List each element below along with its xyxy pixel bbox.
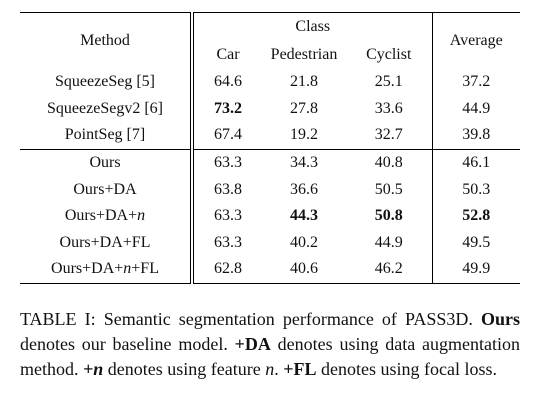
value-cell: 40.6	[262, 256, 346, 284]
value-cell: 19.2	[290, 126, 318, 144]
caption-text: denotes using feature	[103, 359, 266, 379]
caption-bold: +FL	[283, 359, 317, 379]
header-class: Class	[192, 12, 432, 40]
table-row: Ours+DA+n+FL 62.8 40.6 46.2 49.9	[20, 256, 520, 284]
value-cell: 40.2	[290, 233, 318, 251]
caption-text: denotes our baseline model.	[20, 334, 235, 354]
method-text: SqueezeSegv2 [6]	[47, 99, 163, 117]
method-cell: SqueezeSegv2 [6]	[20, 95, 194, 123]
caption-bold: +n	[83, 359, 104, 379]
table-row: PointSeg [7] 67.4 19.2 32.7 39.8	[20, 122, 520, 150]
method-cell: Ours+DA+FL	[20, 229, 194, 257]
caption-bold: +DA	[234, 334, 271, 354]
value-cell: 36.6	[290, 180, 318, 198]
value-cell: 44.3	[290, 207, 318, 225]
header-column: Pedestrian	[270, 45, 338, 63]
method-text: Ours+DA+	[64, 207, 138, 225]
value-cell: 50.5	[374, 180, 403, 198]
table-row: Ours+DA+FL 63.3 40.2 44.9 49.5	[20, 229, 520, 257]
table-row: Ours 63.3 34.3 40.8 46.1	[20, 148, 520, 177]
method-text: Ours	[89, 154, 121, 172]
value-cell: 63.3	[214, 207, 242, 225]
value-cell: 33.6	[374, 99, 403, 117]
value-cell: 39.8	[431, 122, 520, 150]
value-cell: 52.8	[431, 202, 520, 230]
value-cell: 62.8	[192, 256, 262, 284]
caption-bold: Ours	[480, 309, 520, 329]
caption-text: denotes using focal loss.	[316, 359, 497, 379]
header-method: Method	[20, 12, 194, 69]
header-column: Car	[216, 45, 240, 63]
method-text: Ours+DA	[73, 180, 137, 198]
method-cell: Ours+DA+n	[20, 202, 194, 230]
table-row: Ours+DA+n 63.3 44.3 50.8 52.8	[20, 202, 520, 230]
value-cell: 44.9	[374, 233, 403, 251]
method-text: PointSeg [7]	[64, 126, 146, 144]
value-cell: 44.9	[431, 95, 520, 123]
method-cell: Ours+DA+n+FL	[20, 256, 194, 284]
method-cell: SqueezeSeg [5]	[20, 69, 194, 96]
value-cell: 40.8	[346, 148, 432, 177]
value-cell: 73.2	[214, 99, 242, 117]
value-cell: 49.5	[431, 229, 520, 257]
value-cell: 46.1	[431, 148, 520, 177]
caption: TABLE I: Semantic segmentation performan…	[20, 307, 520, 382]
value-cell: 32.7	[374, 126, 403, 144]
caption-text: TABLE I: Semantic segmentation performan…	[20, 309, 481, 329]
results-table: Method Class Average Car Pedestrian Cycl…	[20, 12, 520, 284]
value-cell: 63.8	[214, 180, 242, 198]
table-row: SqueezeSegv2 [6] 73.2 27.8 33.6 44.9	[20, 95, 520, 123]
value-cell: 63.3	[214, 233, 242, 251]
method-text: +FL	[131, 260, 159, 278]
value-cell: 37.2	[431, 69, 520, 96]
value-cell: 34.3	[262, 148, 346, 177]
method-text: n	[137, 207, 146, 225]
method-text: SqueezeSeg [5]	[55, 73, 155, 91]
value-cell: 63.3	[192, 148, 262, 177]
value-cell: 64.6	[214, 73, 242, 91]
value-cell: 21.8	[290, 73, 318, 91]
value-cell: 67.4	[214, 126, 242, 144]
header-column: Cyclist	[366, 45, 412, 63]
method-text: Ours+DA+FL	[59, 233, 151, 251]
value-cell: 46.2	[346, 256, 432, 284]
value-cell: 27.8	[290, 99, 318, 117]
method-text: n	[123, 260, 132, 278]
caption-text: denotes using data augmentation method.	[20, 334, 520, 379]
caption-italic: n	[265, 359, 275, 379]
value-cell: 50.8	[374, 207, 403, 225]
header-average: Average	[431, 12, 520, 69]
caption-text: .	[274, 359, 284, 379]
table-row: SqueezeSeg [5] 64.6 21.8 25.1 37.2	[20, 69, 520, 96]
method-text: Ours+DA+	[51, 260, 124, 278]
value-cell: 49.9	[431, 256, 520, 284]
value-cell: 50.3	[431, 176, 520, 203]
value-cell: 25.1	[374, 73, 403, 91]
table-row: Ours+DA 63.8 36.6 50.5 50.3	[20, 176, 520, 203]
method-cell: Ours+DA	[20, 176, 194, 203]
method-cell: PointSeg [7]	[20, 122, 194, 150]
method-cell: Ours	[20, 148, 194, 177]
